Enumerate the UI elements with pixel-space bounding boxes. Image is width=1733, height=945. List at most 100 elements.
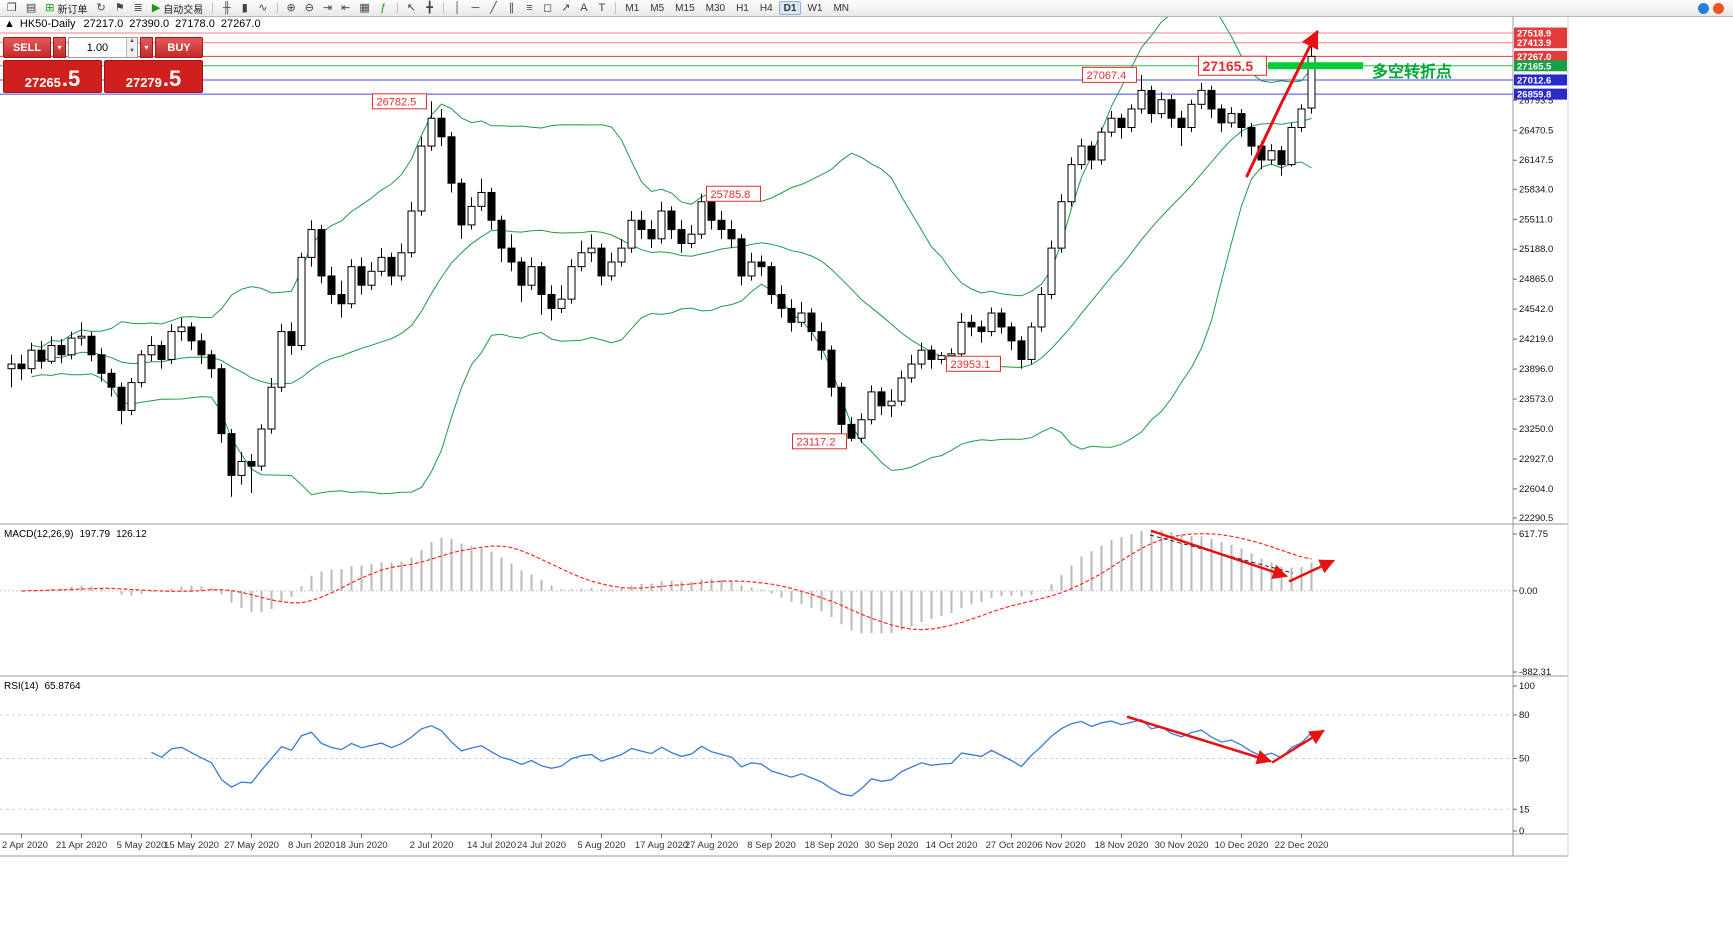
- chart-list-icon[interactable]: ▤: [22, 1, 40, 16]
- buy-price-display[interactable]: 27279 .5: [104, 60, 203, 93]
- scale-tick-label: 24542.0: [1519, 304, 1553, 315]
- trendline-icon[interactable]: ╱: [485, 1, 502, 16]
- date-label: 21 Apr 2020: [56, 840, 107, 851]
- date-label: 18 Jun 2020: [335, 840, 387, 851]
- candle-body: [1157, 99, 1166, 115]
- alert-icon[interactable]: ⚑: [111, 1, 129, 16]
- pivot-label-text[interactable]: 27165.5: [1203, 58, 1254, 74]
- timeframe-h1-button[interactable]: H1: [736, 2, 749, 14]
- pivot-label-text[interactable]: 23953.1: [951, 359, 991, 371]
- candle-chart-icon[interactable]: ▮: [236, 1, 253, 16]
- timeframe-m1-button[interactable]: M1: [625, 2, 640, 14]
- notification-badge-orange[interactable]: [1713, 2, 1724, 14]
- crosshair-icon-glyph: ╋: [426, 1, 433, 14]
- fibonacci-icon[interactable]: ≡: [521, 1, 538, 16]
- candle-body: [747, 261, 756, 277]
- timeframe-m30-button[interactable]: M30: [705, 2, 726, 14]
- candle-body: [937, 355, 946, 360]
- sell-price-display[interactable]: 27265 .5: [3, 60, 102, 93]
- candle-body: [997, 312, 1006, 328]
- chart-high-value: 27390.0: [129, 18, 169, 30]
- auto-scroll-icon[interactable]: ⇥: [319, 1, 336, 16]
- timeframe-w1-button[interactable]: W1: [807, 2, 823, 14]
- date-label: 2 Jul 2020: [410, 840, 454, 851]
- line-chart-icon[interactable]: ∿: [254, 1, 271, 16]
- candle-body: [87, 335, 96, 356]
- pivot-label-box[interactable]: [372, 93, 427, 110]
- rsi-scale-label: 50: [1519, 754, 1530, 765]
- pivot-label-text[interactable]: 26782.5: [377, 96, 417, 108]
- new-order-button[interactable]: ⊞ 新订单: [41, 1, 91, 16]
- macd-scale-label: 0.00: [1519, 586, 1538, 597]
- price-scale[interactable]: 26793.5 26470.5 26147.5 25834.0 25511.0 25188…: [1513, 27, 1567, 838]
- channel-icon[interactable]: ∥: [503, 1, 520, 16]
- candle-body: [587, 247, 596, 254]
- turning-point-annotation[interactable]: 多空转折点: [1372, 62, 1452, 81]
- pivot-label-box[interactable]: [946, 355, 1001, 372]
- text-icon[interactable]: A: [575, 1, 592, 16]
- arrow-object-icon[interactable]: ↗: [557, 1, 574, 16]
- candle-body: [267, 386, 276, 430]
- chart-shift-icon[interactable]: ⇤: [337, 1, 354, 16]
- volume-input[interactable]: [69, 38, 126, 57]
- timeframe-mn-button[interactable]: MN: [833, 2, 850, 14]
- candle-body: [7, 363, 16, 370]
- candle-body: [357, 266, 366, 286]
- autotrade-button[interactable]: ▶ 自动交易: [148, 1, 207, 16]
- timeframe-d1-button[interactable]: D1: [778, 1, 802, 15]
- pivot-label-box[interactable]: [792, 433, 847, 450]
- chart-window-icon[interactable]: ❐: [3, 1, 21, 16]
- notification-badge-blue[interactable]: [1698, 2, 1709, 14]
- scale-tick-label: 24219.0: [1519, 334, 1553, 345]
- toolbar-separator: [212, 2, 214, 14]
- timeframe-h4-button[interactable]: H4: [759, 2, 773, 14]
- buy-button[interactable]: BUY: [155, 37, 203, 58]
- pivot-label-box[interactable]: [706, 185, 761, 202]
- bar-chart-icon[interactable]: ╫: [218, 1, 235, 16]
- candle-body: [37, 349, 46, 362]
- news-icon[interactable]: ≣: [130, 1, 147, 16]
- macd-main-value: 197.79: [79, 529, 110, 540]
- sell-button[interactable]: SELL: [3, 37, 51, 58]
- horizontal-line-icon[interactable]: ─: [467, 1, 484, 16]
- trend-arrow[interactable]: [1245, 29, 1319, 178]
- bollinger-middle: [31, 117, 1312, 385]
- vertical-line-icon[interactable]: │: [449, 1, 466, 16]
- cursor-icon[interactable]: ↖: [403, 1, 420, 16]
- news-icon-glyph: ≣: [133, 1, 143, 14]
- zoom-out-icon[interactable]: ⊖: [301, 1, 318, 16]
- volume-decrease-button[interactable]: ▼: [126, 47, 137, 57]
- trend-arrow[interactable]: [1150, 529, 1288, 579]
- trend-arrow[interactable]: [1126, 715, 1272, 765]
- trend-arrow[interactable]: [1288, 559, 1335, 583]
- pivot-label-text[interactable]: 23117.2: [797, 436, 836, 448]
- crosshair-icon[interactable]: ╋: [421, 1, 438, 16]
- trend-arrow[interactable]: [1271, 729, 1325, 764]
- cursor-icon-glyph: ↖: [406, 1, 416, 14]
- shapes-icon[interactable]: ◻: [539, 1, 556, 16]
- pivot-label-text[interactable]: 25785.8: [711, 189, 751, 201]
- macd-label: MACD(12,26,9) 197.79 126.12: [4, 529, 147, 540]
- arrow-object-icon-glyph: ↗: [561, 1, 571, 14]
- pivot-label-box[interactable]: [1082, 66, 1137, 83]
- pivot-label-text[interactable]: 27067.4: [1087, 70, 1127, 82]
- text-label-icon[interactable]: T: [593, 1, 610, 16]
- buy-options-caret-icon[interactable]: ▾: [140, 37, 153, 58]
- candle-body: [337, 293, 346, 305]
- timeframe-m5-button[interactable]: M5: [650, 2, 665, 14]
- candle-body: [987, 312, 996, 333]
- indicators-icon[interactable]: ƒ: [375, 1, 392, 16]
- candle-body: [957, 321, 966, 355]
- grid-icon[interactable]: ▦: [355, 1, 373, 16]
- date-label: 27 May 2020: [224, 840, 279, 851]
- sell-options-caret-icon[interactable]: ▾: [53, 37, 66, 58]
- pivot-label-box[interactable]: [1198, 55, 1267, 76]
- volume-increase-button[interactable]: ▲: [126, 38, 137, 48]
- alert-icon-glyph: ⚑: [114, 1, 125, 14]
- zoom-in-icon[interactable]: ⊕: [283, 1, 300, 16]
- timeframe-m15-button[interactable]: M15: [675, 2, 695, 14]
- candle-body: [1267, 150, 1276, 161]
- refresh-icon[interactable]: ↻: [93, 1, 110, 16]
